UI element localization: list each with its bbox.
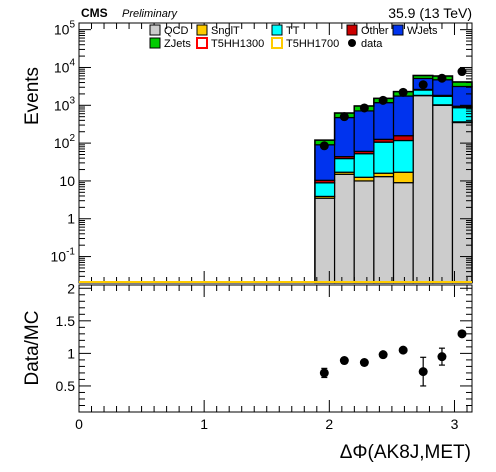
legend-label-data: data	[361, 38, 383, 50]
ratio-point-3	[378, 350, 388, 360]
ratio-points	[319, 329, 467, 387]
legend-label-t5hh1700: T5HH1700	[286, 38, 339, 50]
data-points	[319, 67, 467, 151]
bar-qcd-3	[373, 176, 395, 284]
y-tick-label-main-4: 103	[54, 95, 76, 113]
ratio-y-tick-label-0: 0.5	[56, 378, 76, 394]
data-point-6	[437, 73, 447, 83]
ratio-point-0	[319, 368, 329, 378]
legend-swatch-tt	[271, 24, 283, 36]
y-axis-title-main: Events	[22, 67, 43, 125]
bar-qcd-5	[412, 95, 434, 284]
bar-tt-3	[373, 141, 395, 174]
ratio-point-7	[457, 329, 467, 339]
data-point-3	[378, 95, 388, 105]
legend-swatch-qcd	[149, 24, 161, 36]
bar-wjets-2	[353, 110, 375, 152]
legend-label-snglt: SnglT	[211, 25, 240, 37]
x-tick-label-0: 0	[75, 416, 83, 432]
ratio-y-tick-label-2: 1.5	[56, 313, 76, 329]
ratio-panel-frame	[78, 284, 473, 413]
bar-snglt-4	[392, 171, 414, 184]
legend-swatch-wjets	[392, 24, 404, 36]
bar-wjets-1	[333, 116, 355, 158]
bar-wjets-7	[451, 85, 473, 107]
ratio-x-axis-ticks: 0 1 2 3	[75, 285, 468, 432]
legend-label-other: Other	[361, 25, 389, 37]
bar-qcd-6	[432, 104, 454, 284]
legend-swatch-data	[348, 39, 356, 47]
bar-tt-2	[353, 153, 375, 178]
legend-label-tt: TT	[286, 25, 300, 37]
legend-swatch-zjets	[149, 37, 161, 49]
status-label: Preliminary	[122, 8, 179, 20]
ratio-point-5	[418, 367, 428, 377]
ratio-point-1	[339, 356, 349, 366]
legend-label-wjets: WJets	[407, 25, 438, 37]
legend-label-zjets: ZJets	[164, 38, 191, 50]
y-tick-label-main-6: 105	[54, 20, 76, 38]
legend-label-t5hh1300: T5HH1300	[211, 38, 264, 50]
bar-tt-0	[314, 182, 336, 197]
ratio-point-2	[359, 358, 369, 368]
bar-tt-4	[392, 139, 414, 173]
data-point-0	[319, 141, 329, 151]
x-tick-label-3: 3	[451, 416, 459, 432]
bar-tt-6	[432, 95, 454, 106]
bar-tt-5	[412, 89, 434, 96]
ratio-y-tick-label-1: 1	[67, 345, 75, 361]
bar-tt-7	[451, 107, 473, 123]
bar-other-4	[392, 135, 414, 142]
y-axis-ticks: 10-1 1 10 102 103 104 105	[51, 20, 472, 284]
bar-qcd-1	[333, 173, 355, 284]
data-point-2	[359, 103, 369, 113]
bar-tt-1	[333, 157, 355, 173]
main-panel: 10-1 1 10 102 103 104 105	[51, 20, 473, 284]
x-axis-title: ΔΦ(AK8J,MET)	[340, 442, 471, 463]
legend-label-qcd: QCD	[164, 25, 189, 37]
data-point-7	[457, 67, 467, 77]
ratio-point-6	[437, 352, 447, 362]
y-tick-label-main-2: 10	[59, 173, 75, 189]
y-tick-label-main-1: 1	[67, 211, 75, 227]
data-point-1	[339, 112, 349, 122]
legend-swatch-other	[346, 24, 358, 36]
bar-qcd-2	[353, 180, 375, 284]
bar-wjets-3	[373, 102, 395, 140]
data-point-5	[418, 80, 428, 90]
y-tick-label-main-5: 104	[54, 57, 76, 75]
ratio-point-4	[398, 345, 408, 355]
stack-outline	[314, 74, 473, 283]
x-tick-label-2: 2	[325, 416, 333, 432]
y-tick-label-main-3: 102	[54, 133, 76, 151]
legend-swatch-t5hh1300	[196, 37, 208, 49]
y-axis-title-ratio: Data/MC	[22, 311, 43, 386]
legend-swatch-snglt	[196, 24, 208, 36]
y-tick-label-main-0: 10-1	[51, 247, 76, 265]
bar-qcd-4	[392, 182, 414, 284]
ratio-panel: 0.5 1 1.5 2 0 1 2 3	[56, 280, 473, 432]
ratio-y-tick-label-3: 2	[67, 280, 75, 296]
bar-wjets-4	[392, 95, 414, 137]
legend: QCD SnglT TT Other WJets ZJets T5HH1300 T5HH170…	[149, 24, 438, 50]
stack-bars	[314, 74, 473, 284]
data-point-4	[398, 87, 408, 97]
stack-total-outline	[314, 74, 473, 283]
experiment-label: CMS	[81, 6, 108, 20]
ratio-y-axis-ticks: 0.5 1 1.5 2	[56, 280, 472, 406]
legend-swatch-t5hh1700	[271, 37, 283, 49]
x-tick-label-1: 1	[200, 416, 208, 432]
bar-qcd-0	[314, 197, 336, 284]
lumi-label: 35.9 (13 TeV)	[388, 5, 472, 21]
